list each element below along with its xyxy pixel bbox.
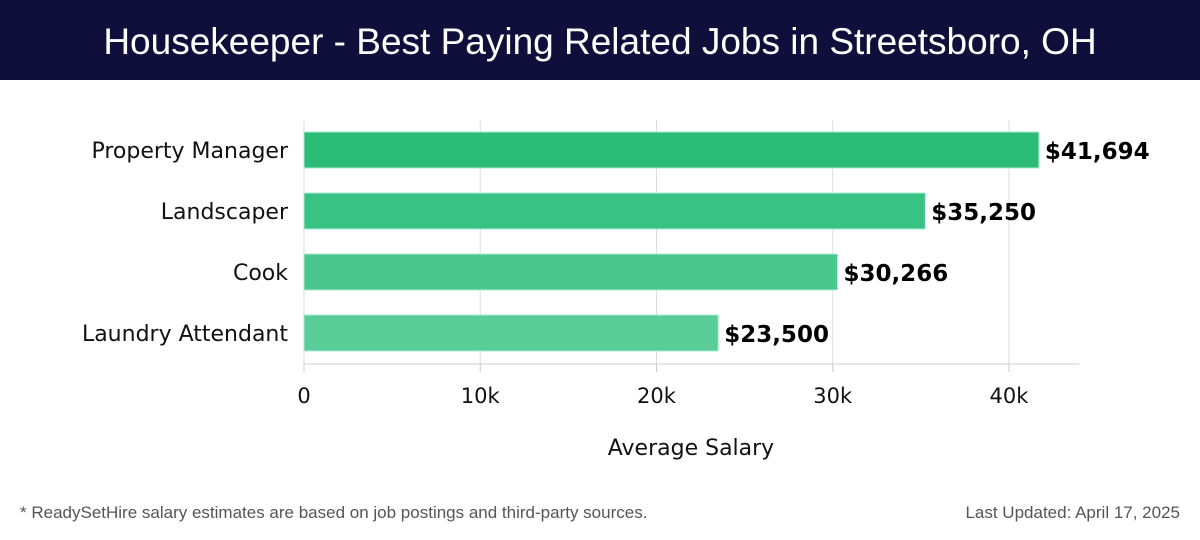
last-updated: Last Updated: April 17, 2025 [965, 503, 1180, 522]
bar [303, 192, 926, 230]
x-tick-label: 0 [297, 384, 310, 408]
footnote: * ReadySetHire salary estimates are base… [20, 503, 648, 522]
y-tick-label: Property Manager [91, 139, 288, 164]
x-axis-title: Average Salary [608, 436, 774, 461]
x-tick-label: 20k [637, 384, 677, 408]
bar [303, 253, 838, 291]
x-tick-label: 40k [990, 384, 1030, 408]
y-tick-label: Landscaper [161, 200, 289, 225]
bar [303, 314, 719, 352]
bar [303, 131, 1040, 169]
y-tick-label: Laundry Attendant [82, 322, 288, 347]
x-tick-label: 10k [461, 384, 501, 408]
data-label: $35,250 [931, 200, 1036, 226]
x-tick-label: 30k [813, 384, 853, 408]
y-tick-label: Cook [233, 261, 288, 286]
data-label: $30,266 [843, 261, 948, 287]
data-label: $41,694 [1045, 139, 1150, 165]
chart-title: Housekeeper - Best Paying Related Jobs i… [0, 0, 1200, 80]
data-label: $23,500 [724, 322, 829, 348]
